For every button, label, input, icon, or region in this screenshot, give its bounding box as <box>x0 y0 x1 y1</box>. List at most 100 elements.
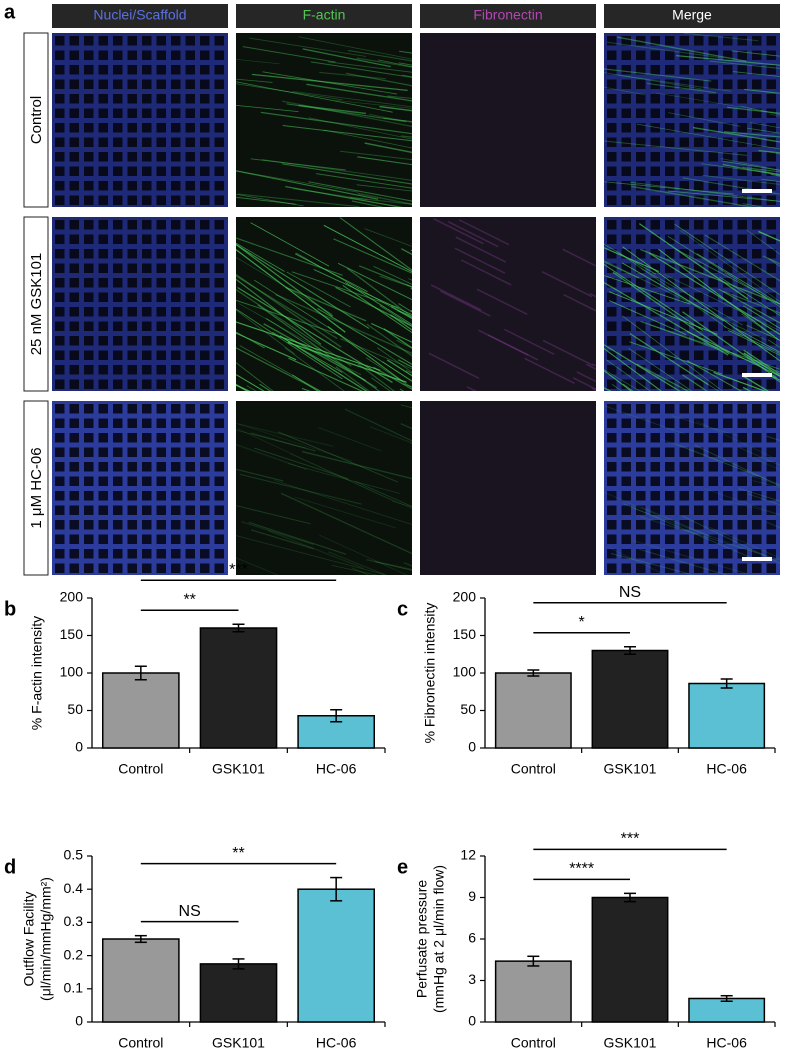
y-tick-label: 6 <box>468 930 476 946</box>
actin-fiber <box>713 371 767 391</box>
bar <box>494 672 572 749</box>
x-tick-label: GSK101 <box>604 761 657 777</box>
actin-fiber <box>668 112 741 127</box>
actin-fiber <box>378 59 412 68</box>
actin-fiber <box>719 276 780 316</box>
column-header: Nuclei/Scaffold <box>93 7 186 23</box>
actin-fiber <box>722 290 780 314</box>
y-tick-label: 0 <box>468 1013 476 1029</box>
significance-label: NS <box>179 903 201 920</box>
actin-fiber <box>349 196 412 205</box>
scaffold <box>52 217 228 391</box>
actin-fiber <box>236 331 265 349</box>
actin-fiber <box>636 363 690 391</box>
actin-fiber <box>356 184 412 192</box>
bar <box>688 682 766 749</box>
actin-fiber <box>379 305 412 327</box>
actin-fiber <box>345 282 412 326</box>
actin-fiber <box>344 408 412 442</box>
scaffold <box>604 401 780 575</box>
actin-fiber <box>366 357 412 389</box>
y-tick-label: 0 <box>468 739 476 755</box>
actin-fiber <box>754 169 780 175</box>
column-header: Fibronectin <box>473 7 542 23</box>
x-tick-label: GSK101 <box>604 1035 657 1049</box>
actin-fiber <box>308 181 412 202</box>
actin-fiber <box>301 450 412 480</box>
bar-chart: c % Fibronectin intensity 0 50 100 150 200 Cont… <box>397 584 776 777</box>
actin-fiber <box>239 345 322 391</box>
actin-fiber <box>319 71 386 80</box>
micrograph <box>236 401 412 575</box>
actin-fiber <box>709 60 780 70</box>
actin-fiber <box>306 83 412 102</box>
actin-fiber <box>274 480 412 525</box>
actin-fiber <box>310 61 412 78</box>
y-tick-label: 150 <box>60 626 84 642</box>
y-axis-label: (μl/min/mmHg/mm²) <box>38 877 54 1001</box>
actin-fiber <box>345 72 412 87</box>
x-tick-label: GSK101 <box>212 1035 265 1049</box>
actin-fiber <box>237 428 395 502</box>
actin-fiber <box>318 427 382 452</box>
actin-fiber <box>236 384 251 391</box>
actin-fiber <box>371 322 412 343</box>
actin-fiber <box>738 488 780 502</box>
actin-fiber <box>656 92 741 108</box>
bar <box>591 649 669 749</box>
y-tick-label: 50 <box>67 701 83 717</box>
fibronectin-fiber <box>430 284 482 311</box>
fibronectin-fiber <box>576 371 596 383</box>
actin-fiber <box>674 248 780 305</box>
row-label: 25 nM GSK101 <box>28 253 45 356</box>
actin-fiber <box>732 71 780 77</box>
actin-fiber <box>618 252 727 328</box>
actin-fiber <box>335 99 412 109</box>
actin-fiber <box>608 291 718 335</box>
actin-fiber <box>254 279 412 382</box>
actin-fiber <box>282 125 412 142</box>
actin-fiber <box>634 508 758 554</box>
actin-fiber <box>319 534 408 575</box>
column-header-bg <box>236 4 412 28</box>
micrograph <box>52 33 228 207</box>
actin-fiber <box>236 170 379 200</box>
actin-fiber <box>676 55 780 66</box>
micrograph <box>420 217 596 391</box>
actin-fiber <box>337 262 412 301</box>
actin-fiber <box>295 252 412 320</box>
actin-fiber <box>397 359 412 368</box>
actin-fiber <box>260 111 412 135</box>
actin-fiber <box>236 81 393 113</box>
y-tick-label: 0.2 <box>64 946 84 962</box>
actin-fiber <box>621 262 724 322</box>
actin-fiber <box>630 181 780 202</box>
x-tick-label: Control <box>118 761 163 777</box>
actin-fiber <box>687 360 742 391</box>
panel-label: e <box>397 856 408 878</box>
actin-fiber <box>236 535 385 575</box>
actin-fiber <box>236 278 322 345</box>
fibronectin-fiber <box>586 363 596 370</box>
background <box>420 217 596 391</box>
actin-fiber <box>740 105 780 116</box>
actin-fiber <box>238 193 360 207</box>
image-grid: Nuclei/Scaffold F-actin Fibronectin Merge Co… <box>23 4 780 576</box>
actin-fiber <box>604 344 681 391</box>
fibronectin-fiber <box>428 352 480 380</box>
y-tick-label: 150 <box>453 626 477 642</box>
micrograph <box>52 217 228 391</box>
actin-fiber <box>236 373 265 391</box>
actin-fiber <box>383 328 412 349</box>
actin-fiber <box>249 37 367 57</box>
actin-fiber <box>605 359 652 391</box>
fibronectin-fiber <box>476 288 528 315</box>
actin-fiber <box>727 106 780 114</box>
actin-fiber <box>667 235 780 308</box>
x-tick-label: Control <box>118 1035 163 1049</box>
actin-fiber <box>604 347 663 391</box>
y-tick-label: 0.1 <box>64 980 84 996</box>
actin-fiber <box>236 196 296 205</box>
actin-fiber <box>373 266 412 285</box>
actin-fiber <box>335 366 370 391</box>
